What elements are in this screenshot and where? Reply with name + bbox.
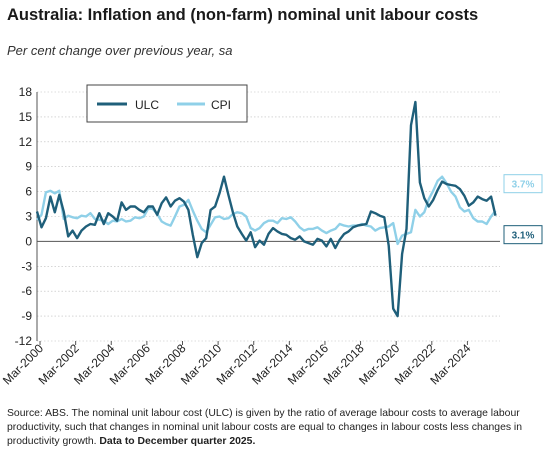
- series-lines: [35, 100, 497, 318]
- footnote: Source: ABS. The nominal unit labour cos…: [7, 407, 543, 449]
- y-axis: 18 15 12 9 6 3 0 -3 -6 -9 -12: [15, 85, 38, 348]
- y-tick-label: -6: [21, 284, 32, 298]
- legend-label-cpi: CPI: [211, 98, 231, 112]
- end-label-cpi: 3.7%: [503, 174, 543, 194]
- chart-title: Australia: Inflation and (non-farm) nomi…: [7, 6, 479, 24]
- legend: ULC CPI: [86, 84, 248, 123]
- footnote-text: Source: ABS. The nominal unit labour cos…: [7, 408, 523, 447]
- y-tick-label: 12: [19, 135, 33, 149]
- end-label-box: [503, 225, 543, 245]
- series-line-cpi: [36, 175, 497, 246]
- end-label-box: [503, 174, 543, 194]
- y-tick-label: 6: [25, 185, 32, 199]
- y-tick-label: 18: [19, 85, 33, 99]
- y-tick-label: -9: [21, 309, 32, 323]
- end-label-text: 3.1%: [512, 231, 535, 242]
- line-chart: 18 15 12 9 6 3 0 -3 -6 -9 -12 Mar-2000Mar-2002Mar-…: [0, 84, 543, 387]
- y-tick-label: -12: [15, 334, 33, 348]
- chart-subtitle: Per cent change over previous year, sa: [7, 43, 233, 58]
- y-tick-label: 9: [25, 160, 32, 174]
- y-tick-label: 3: [25, 210, 32, 224]
- y-tick-label: 15: [19, 110, 33, 124]
- y-tick-label: 0: [25, 234, 32, 248]
- y-tick-label: -3: [21, 259, 32, 273]
- end-labels: 3.1% 3.7%: [503, 174, 543, 245]
- end-label-text: 3.7%: [512, 180, 535, 191]
- end-label-ulc: 3.1%: [503, 225, 543, 245]
- legend-label-ulc: ULC: [135, 98, 159, 112]
- footnote-bold: Data to December quarter 2025.: [99, 436, 256, 447]
- series-line-ulc: [35, 100, 497, 318]
- x-axis: Mar-2000Mar-2002Mar-2004Mar-2006Mar-2008…: [0, 240, 500, 387]
